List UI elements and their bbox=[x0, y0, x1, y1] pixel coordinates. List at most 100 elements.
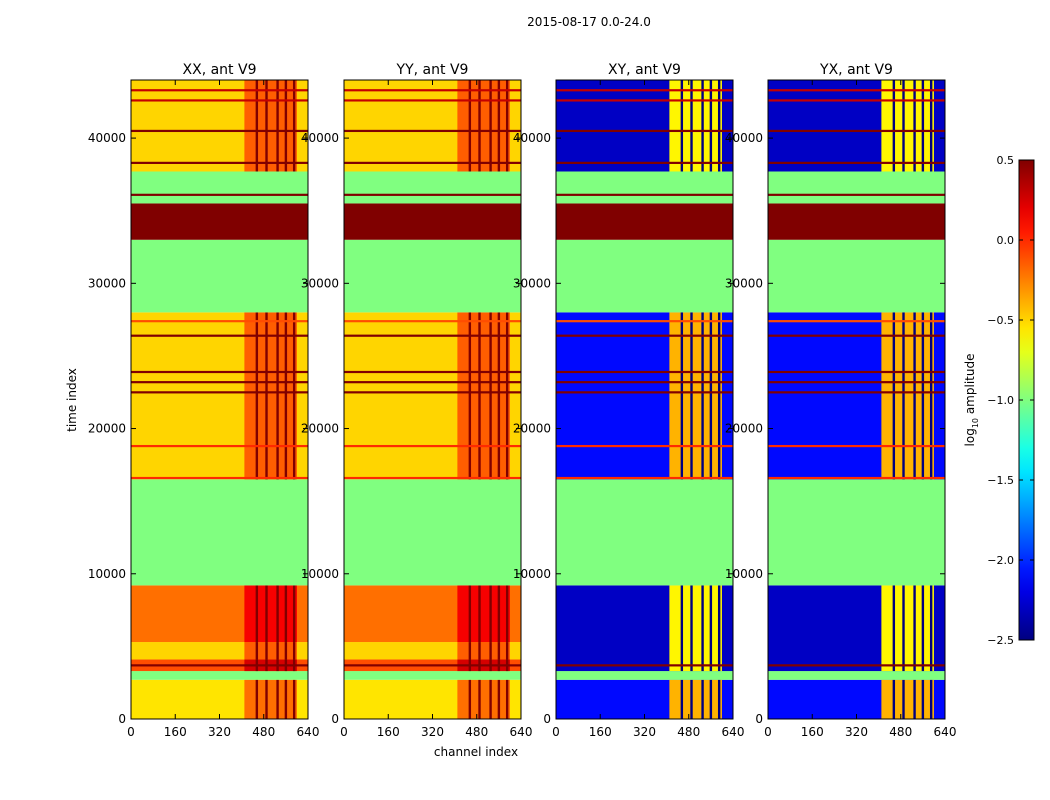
colorbar-tick-label: −0.5 bbox=[987, 314, 1014, 327]
signal-band bbox=[457, 312, 510, 480]
channel-stripe bbox=[505, 80, 509, 172]
y-tick-label: 40000 bbox=[725, 131, 763, 145]
channel-stripe bbox=[276, 585, 279, 643]
channel-stripe bbox=[709, 585, 713, 672]
channel-stripe bbox=[921, 585, 925, 672]
channel-stripe bbox=[489, 679, 492, 719]
x-tick-label: 480 bbox=[465, 725, 488, 739]
time-line bbox=[768, 664, 945, 667]
panel-title: YX, ant V9 bbox=[819, 62, 893, 78]
channel-stripe bbox=[292, 679, 296, 719]
time-line bbox=[131, 129, 308, 133]
y-tick-label: 30000 bbox=[725, 276, 763, 290]
channel-stripe bbox=[468, 585, 472, 643]
channel-stripe bbox=[284, 312, 288, 480]
channel-stripe bbox=[902, 312, 905, 480]
time-line bbox=[131, 476, 308, 480]
channel-stripe bbox=[478, 642, 481, 660]
x-tick-label: 320 bbox=[633, 725, 656, 739]
time-line bbox=[344, 381, 521, 384]
time-line bbox=[556, 129, 733, 133]
x-tick-label: 160 bbox=[589, 725, 612, 739]
channel-stripe bbox=[690, 679, 693, 719]
x-tick-label: 320 bbox=[208, 725, 231, 739]
x-tick-label: 640 bbox=[722, 725, 745, 739]
channel-stripe bbox=[913, 585, 916, 672]
channel-stripe bbox=[680, 80, 684, 172]
channel-stripe bbox=[265, 312, 268, 480]
time-line bbox=[768, 381, 945, 384]
channel-stripe bbox=[265, 679, 268, 719]
heatmap-panel: XY, ant V9 0 160 320 480 640 0 10000 20000 30000 4… bbox=[513, 62, 745, 739]
channel-stripe bbox=[489, 80, 492, 172]
channel-stripe bbox=[284, 642, 288, 660]
time-line bbox=[131, 391, 308, 394]
x-tick-label: 480 bbox=[677, 725, 700, 739]
channel-stripe bbox=[276, 312, 279, 480]
x-tick-label: 320 bbox=[421, 725, 444, 739]
time-line bbox=[344, 89, 521, 92]
channel-stripe bbox=[717, 585, 721, 672]
y-tick-label: 40000 bbox=[88, 131, 126, 145]
time-line bbox=[556, 664, 733, 667]
channel-stripe bbox=[680, 679, 684, 719]
channel-stripe bbox=[902, 679, 905, 719]
time-segment bbox=[344, 171, 521, 204]
channel-stripe bbox=[921, 679, 925, 719]
time-line bbox=[344, 334, 521, 337]
channel-stripe bbox=[680, 585, 684, 672]
channel-stripe bbox=[489, 642, 492, 660]
channel-stripe bbox=[690, 312, 693, 480]
time-segment bbox=[131, 479, 308, 586]
channel-stripe bbox=[505, 585, 509, 643]
channel-stripe bbox=[709, 80, 713, 172]
time-segment bbox=[556, 171, 733, 204]
signal-band bbox=[244, 312, 297, 480]
y-tick-label: 0 bbox=[543, 712, 551, 726]
time-line bbox=[131, 161, 308, 164]
time-line bbox=[344, 161, 521, 164]
channel-stripe bbox=[505, 642, 509, 660]
colorbar-tick-label: 0.5 bbox=[997, 154, 1015, 167]
channel-stripe bbox=[292, 312, 296, 480]
time-segment bbox=[131, 171, 308, 204]
channel-stripe bbox=[478, 585, 481, 643]
signal-band bbox=[244, 642, 297, 660]
y-tick-label: 20000 bbox=[725, 422, 763, 436]
channel-stripe bbox=[929, 80, 933, 172]
time-segment bbox=[131, 671, 308, 680]
channel-stripe bbox=[265, 642, 268, 660]
time-segment bbox=[344, 479, 521, 586]
time-segment bbox=[556, 479, 733, 586]
x-tick-label: 160 bbox=[377, 725, 400, 739]
time-line bbox=[768, 370, 945, 374]
time-line bbox=[768, 99, 945, 102]
time-line bbox=[344, 129, 521, 133]
channel-stripe bbox=[690, 585, 693, 672]
panel-title: XY, ant V9 bbox=[608, 62, 681, 78]
time-line bbox=[768, 129, 945, 133]
time-line bbox=[344, 193, 521, 196]
time-line bbox=[131, 99, 308, 102]
colorbar-tick-label: −2.5 bbox=[987, 634, 1014, 647]
colorbar: 0.5 0.0 −0.5 −1.0 −1.5 −2.0 −2.5 log10 amplitud… bbox=[963, 154, 1035, 647]
time-line bbox=[344, 444, 521, 448]
channel-stripe bbox=[921, 80, 925, 172]
channel-stripe bbox=[929, 312, 933, 480]
channel-stripe bbox=[892, 312, 896, 480]
time-line bbox=[344, 476, 521, 480]
x-tick-label: 640 bbox=[297, 725, 320, 739]
signal-band bbox=[457, 642, 510, 660]
time-line bbox=[131, 320, 308, 323]
heatmap-panel: XX, ant V9 0 160 320 480 640 0 10000 20000 30000 4… bbox=[88, 62, 320, 739]
time-line bbox=[556, 89, 733, 92]
colorbar-tick-label: −1.5 bbox=[987, 474, 1014, 487]
channel-stripe bbox=[489, 312, 492, 480]
time-line bbox=[131, 370, 308, 374]
heatmap-body bbox=[131, 80, 308, 719]
channel-stripe bbox=[284, 80, 288, 172]
signal-band bbox=[244, 585, 297, 643]
x-tick-label: 0 bbox=[764, 725, 772, 739]
channel-stripe bbox=[892, 679, 896, 719]
